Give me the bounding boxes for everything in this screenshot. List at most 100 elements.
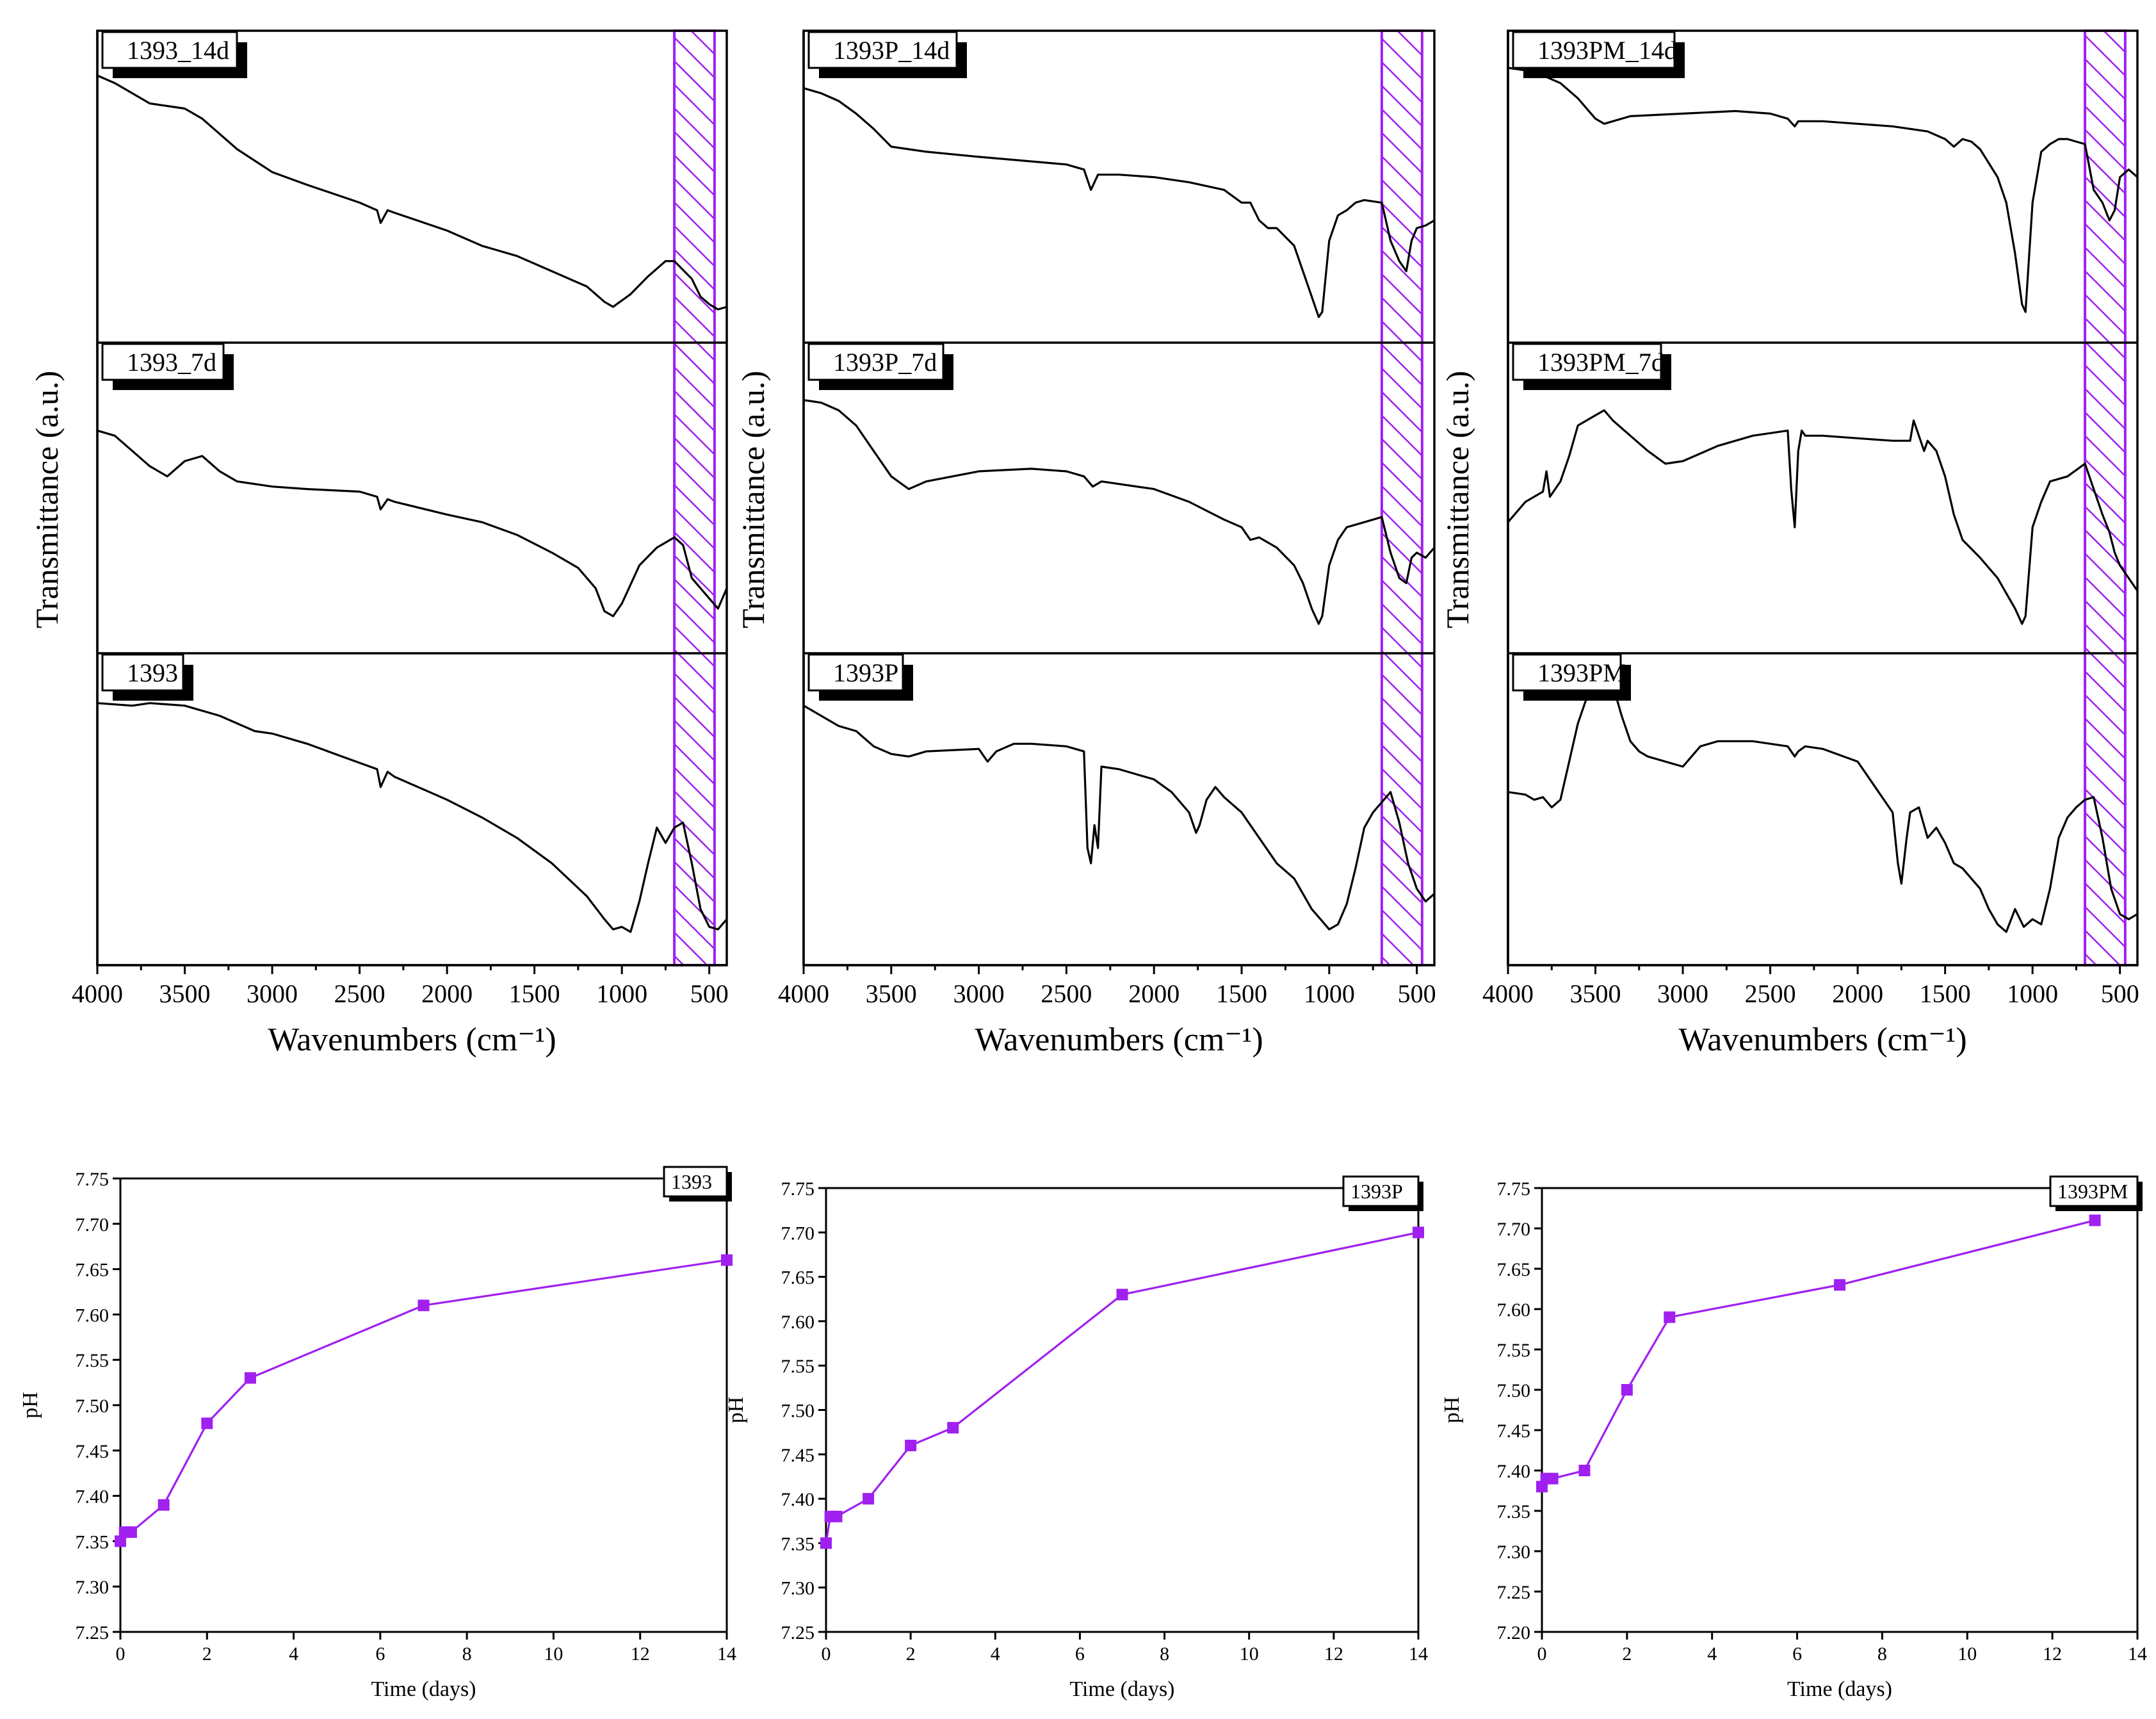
x-tick-label: 10	[1957, 1643, 1977, 1665]
ftir-chart-2: 1393PM_14d 1393PM_7d 1393PM 4000 3500 3000 250…	[1439, 29, 2139, 1058]
ph-point	[125, 1526, 137, 1538]
ph-series-line	[1541, 1219, 2095, 1487]
legend-label: 1393	[671, 1170, 712, 1193]
ph-point	[1621, 1384, 1633, 1396]
x-tick-label: 500	[2101, 979, 2139, 1008]
x-tick-label: 8	[462, 1643, 472, 1665]
spectrum-1393PM_14d	[1507, 67, 2139, 313]
ph-point	[1546, 1472, 1559, 1485]
ph-point	[820, 1537, 832, 1549]
x-tick-label: 3500	[1570, 979, 1621, 1008]
x-tick-label: 10	[1240, 1643, 1259, 1665]
label-box	[1512, 343, 1662, 381]
label-box	[101, 343, 225, 381]
y-axis-title: pH	[1440, 1397, 1464, 1424]
x-tick-label: 8	[1877, 1643, 1887, 1665]
x-tick-label: 6	[1792, 1643, 1802, 1665]
x-tick-label: 1500	[509, 979, 560, 1008]
x-tick-label: 3000	[953, 979, 1005, 1008]
x-tick-label: 2000	[1128, 979, 1179, 1008]
y-tick-label: 7.35	[1497, 1501, 1531, 1522]
ph-point	[1664, 1311, 1676, 1323]
ph-point	[1116, 1289, 1128, 1301]
x-tick-label: 3500	[866, 979, 917, 1008]
y-tick-label: 7.50	[781, 1401, 815, 1422]
x-tick-label: 500	[1398, 979, 1436, 1008]
x-tick-label: 8	[1160, 1643, 1169, 1665]
x-tick-label: 2500	[1041, 979, 1092, 1008]
y-tick-label: 7.40	[781, 1489, 815, 1510]
x-tick-label: 14	[1409, 1643, 1428, 1665]
x-tick-label: 14	[2128, 1643, 2147, 1665]
panel-label: 1393PM_14d	[1537, 36, 1677, 65]
y-axis-title: Transmittance (a.u.)	[29, 371, 65, 628]
y-tick-label: 7.30	[781, 1578, 815, 1599]
y-tick-label: 7.55	[781, 1356, 815, 1377]
label-box	[807, 343, 944, 381]
panel-label: 1393PM_7d	[1537, 348, 1664, 377]
x-tick-label: 1000	[1304, 979, 1355, 1008]
ph-point	[905, 1439, 917, 1451]
plot-frame	[802, 29, 1436, 966]
label-box	[1512, 31, 1676, 69]
x-tick-label: 2	[906, 1643, 916, 1665]
legend-box	[2049, 1175, 2139, 1207]
panel-label: 1393P_14d	[833, 36, 950, 65]
y-tick-label: 7.45	[1497, 1421, 1531, 1442]
y-tick-label: 7.65	[76, 1260, 109, 1281]
x-tick-label: 0	[1537, 1643, 1547, 1665]
x-axis-title: Time (days)	[1069, 1677, 1174, 1701]
spectrum-1393PM_7d	[1507, 409, 2139, 625]
x-tick-label: 2000	[421, 979, 473, 1008]
ph-point	[115, 1535, 126, 1547]
x-tick-label: 4000	[72, 979, 123, 1008]
x-tick-label: 2	[1622, 1643, 1632, 1665]
y-axis-title: Transmittance (a.u.)	[735, 371, 771, 628]
x-tick-label: 0	[116, 1643, 126, 1665]
x-tick-label: 6	[375, 1643, 385, 1665]
ph-series-line	[825, 1231, 1419, 1544]
x-tick-label: 4	[289, 1643, 298, 1665]
x-tick-label: 1000	[596, 979, 647, 1008]
ph-point	[201, 1417, 213, 1430]
spectrum-1393_7d	[97, 429, 728, 617]
label-box	[101, 653, 184, 692]
label-box	[101, 31, 238, 69]
ph-point	[417, 1299, 430, 1312]
panel-label: 1393_14d	[127, 36, 229, 65]
x-tick-label: 3500	[159, 979, 211, 1008]
ph-point	[1578, 1465, 1591, 1476]
panel-label: 1393PM	[1537, 658, 1626, 687]
ph-point	[1834, 1279, 1845, 1291]
y-tick-label: 7.30	[1497, 1542, 1531, 1563]
x-tick-label: 12	[1324, 1643, 1343, 1665]
spectrum-1393_14d	[97, 74, 727, 311]
y-tick-label: 7.25	[76, 1622, 109, 1643]
y-tick-label: 7.60	[76, 1305, 109, 1326]
plot-frame	[96, 29, 728, 966]
ph-chart-2: 7.20 7.25 7.30 7.35 7.40 7.45 7.50 7.55 7.60 7.65…	[1440, 1175, 2147, 1701]
y-tick-label: 7.55	[76, 1350, 109, 1371]
y-tick-label: 7.45	[76, 1441, 109, 1462]
x-tick-label: 4	[1707, 1643, 1717, 1665]
ph-point	[158, 1499, 170, 1511]
ftir-chart-0: 1393_14d 1393_7d 1393 4000 3500 3000 2500 2000 1…	[29, 29, 729, 1058]
x-axis-title: Time (days)	[1787, 1677, 1892, 1701]
label-box	[1512, 653, 1622, 692]
x-tick-label: 4000	[1482, 979, 1534, 1008]
x-tick-label: 6	[1075, 1643, 1085, 1665]
y-tick-label: 7.70	[76, 1214, 109, 1235]
y-tick-label: 7.30	[76, 1577, 109, 1598]
plot-frame	[825, 1187, 1420, 1633]
y-axis-title: pH	[724, 1397, 748, 1424]
ph-chart-1: 7.25 7.30 7.35 7.40 7.45 7.50 7.55 7.60 7.65 7.70…	[724, 1175, 1428, 1701]
ph-point	[1413, 1226, 1424, 1239]
y-tick-label: 7.25	[1497, 1582, 1531, 1603]
y-tick-label: 7.40	[76, 1487, 109, 1508]
spectrum-1393	[97, 702, 728, 933]
y-tick-label: 7.60	[1497, 1299, 1531, 1321]
panel-label: 1393_7d	[127, 348, 216, 377]
x-tick-label: 2	[202, 1643, 212, 1665]
